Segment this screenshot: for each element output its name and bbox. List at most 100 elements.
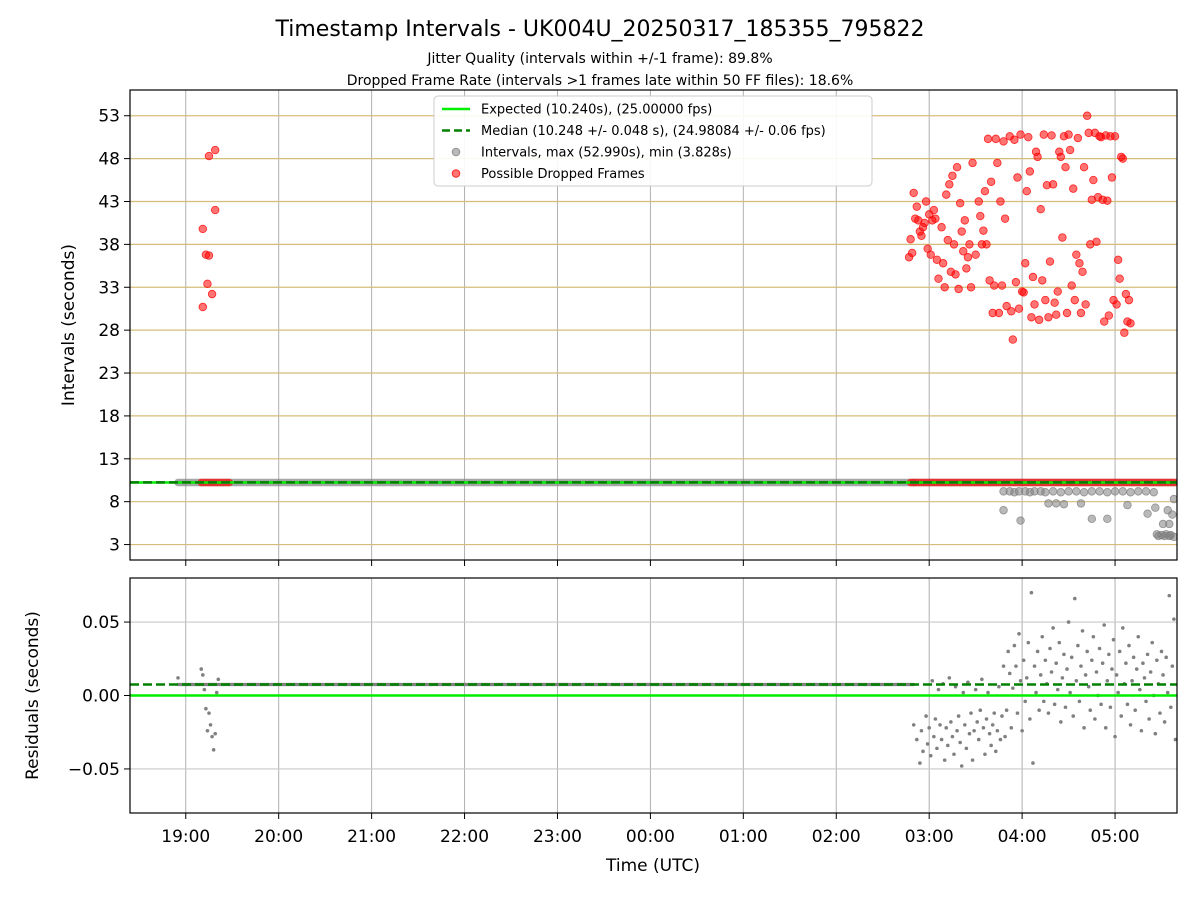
dropped-frame-point — [1058, 233, 1067, 242]
dropped-frame-point — [203, 279, 212, 289]
dropped-frame-point — [976, 211, 985, 221]
dropped-frame-point — [1016, 130, 1025, 139]
residual-point — [950, 734, 955, 739]
residual-point — [1162, 720, 1167, 724]
residual-point — [1119, 714, 1124, 718]
dropped-frame-point — [985, 276, 994, 285]
intervals-y-axis-label: Intervals (seconds) — [59, 244, 79, 406]
dropped-frame-point — [980, 187, 990, 196]
residual-point — [933, 717, 938, 721]
residual-point — [1153, 731, 1158, 736]
dropped-frame-point — [943, 235, 952, 245]
x-tick-label: 02:00 — [812, 827, 861, 847]
residual-point — [1114, 673, 1119, 677]
x-tick-label: 22:00 — [440, 827, 489, 847]
y-tick-label: 53 — [98, 107, 120, 127]
dropped-frame-point — [1110, 132, 1120, 141]
dropped-frame-point — [979, 226, 988, 235]
residual-point — [1003, 734, 1007, 739]
dropped-frame-point — [1126, 319, 1135, 328]
residual-point — [945, 743, 950, 748]
residual-point — [924, 714, 928, 718]
residual-point — [1102, 623, 1107, 627]
dropped-frame-point — [1045, 257, 1055, 266]
residual-point — [1068, 690, 1072, 695]
dropped-frame-point — [1115, 274, 1124, 283]
residual-point — [1136, 634, 1141, 639]
dropped-frame-point — [1107, 173, 1117, 182]
interval-point — [1169, 494, 1177, 504]
interval-point — [1041, 488, 1050, 497]
residual-point — [930, 679, 935, 683]
dropped-frame-point — [1051, 310, 1061, 319]
residual-point — [1124, 661, 1128, 665]
legend: Expected (10.240s), (25.00000 fps) Median… — [433, 95, 873, 187]
residual-point — [1139, 728, 1144, 733]
y-tick-label: 0.05 — [82, 613, 120, 633]
dropped-frame-point — [1008, 335, 1018, 344]
residual-point — [995, 728, 1000, 733]
dropped-frame-point — [1081, 300, 1090, 309]
residual-point — [1131, 655, 1136, 660]
x-tick-label: 03:00 — [905, 827, 954, 847]
dropped-frame-point — [1025, 167, 1035, 176]
interval-point — [1103, 514, 1112, 524]
dropped-frame-point — [1078, 267, 1087, 277]
residual-point — [207, 711, 211, 715]
dropped-frame-point — [907, 248, 917, 258]
dropped-frame-point — [962, 264, 971, 273]
plot-area — [130, 590, 1177, 768]
dropped-frame-point — [996, 197, 1005, 206]
residual-point — [956, 714, 961, 718]
residual-point — [947, 676, 952, 680]
residual-point — [1031, 761, 1035, 765]
residual-point — [1148, 670, 1153, 674]
residual-point — [980, 677, 984, 682]
dropped-frame-point — [986, 177, 996, 186]
residual-point — [935, 746, 939, 751]
dropped-frame-point — [204, 251, 214, 260]
dropped-frame-point — [993, 158, 1002, 168]
interval-point — [1110, 487, 1120, 496]
x-tick-label: 00:00 — [626, 827, 675, 847]
interval-point — [1143, 509, 1152, 518]
dropped-frame-point — [1120, 328, 1129, 337]
residual-point — [1072, 596, 1077, 601]
residual-point — [199, 667, 204, 671]
residual-point — [1040, 634, 1045, 639]
dropped-frame-point — [1030, 300, 1039, 309]
residual-point — [1057, 640, 1062, 645]
residual-point — [1000, 714, 1004, 718]
dropped-frame-point — [948, 171, 957, 180]
dropped-frame-point — [1079, 162, 1089, 172]
dropped-frame-point — [1028, 272, 1038, 282]
residual-point — [1062, 652, 1066, 657]
residual-point — [1138, 687, 1142, 692]
residual-point — [1063, 705, 1068, 710]
residual-point — [1066, 620, 1071, 624]
residual-point — [1014, 664, 1018, 668]
dropped-frame-point — [1073, 133, 1083, 143]
dropped-frame-point — [207, 289, 217, 299]
residual-point — [1071, 714, 1076, 718]
residual-point — [1069, 655, 1074, 660]
interval-point — [1103, 488, 1112, 497]
residual-point — [1145, 652, 1150, 657]
residual-point — [989, 743, 993, 748]
residual-point — [1142, 676, 1147, 680]
chart-subtitle-jitter: Jitter Quality (intervals within +/-1 fr… — [426, 51, 772, 67]
dropped-frame-point — [1103, 196, 1112, 205]
interval-point — [1076, 499, 1086, 508]
residual-point — [1060, 676, 1065, 680]
residual-point — [1009, 726, 1014, 730]
residual-point — [986, 690, 990, 695]
residual-point — [993, 749, 998, 754]
residual-point — [1172, 617, 1176, 621]
residual-point — [1150, 640, 1155, 645]
dropped-frame-point — [1034, 315, 1044, 325]
interval-point — [1048, 487, 1058, 496]
residual-point — [984, 717, 989, 721]
residual-point — [932, 734, 936, 739]
residual-point — [1090, 658, 1094, 663]
residual-point — [1007, 671, 1012, 676]
